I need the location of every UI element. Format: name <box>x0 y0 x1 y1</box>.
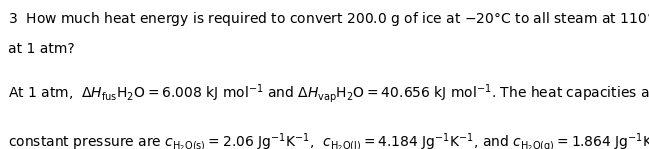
Text: 3  How much heat energy is required to convert 200.0 g of ice at $-$20°C to all : 3 How much heat energy is required to co… <box>8 10 649 28</box>
Text: At 1 atm,  $\Delta H_{\mathregular{fus}}\mathregular{H_2O}= 6.008$ kJ mol$^{-1}$: At 1 atm, $\Delta H_{\mathregular{fus}}\… <box>8 82 649 105</box>
Text: constant pressure are $c_{\mathregular{H_2O(s)}}= 2.06$ Jg$^{-1}$K$^{-1}$,  $c_{: constant pressure are $c_{\mathregular{H… <box>8 131 649 149</box>
Text: at 1 atm?: at 1 atm? <box>8 42 75 56</box>
